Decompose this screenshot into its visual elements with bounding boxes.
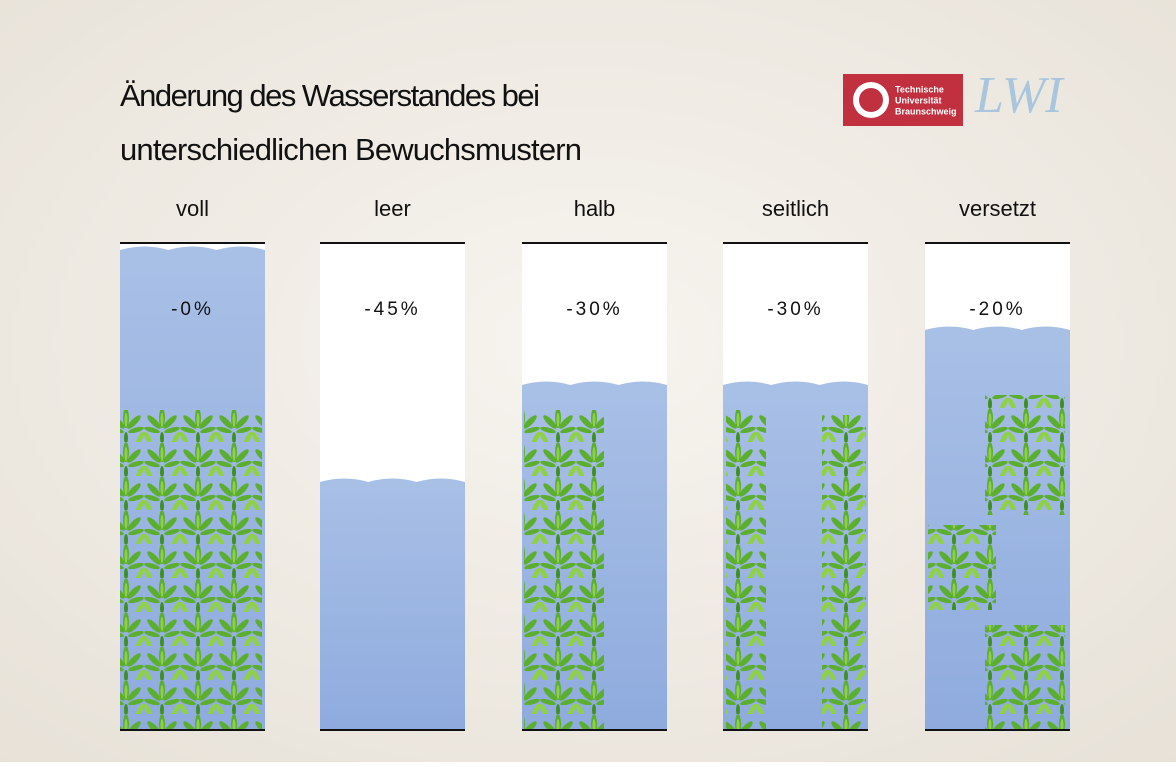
panel-label: halb — [574, 196, 616, 221]
logo-seal-inner — [859, 88, 883, 112]
level-change: -20% — [969, 299, 1025, 320]
vegetation — [120, 410, 262, 730]
vegetation — [822, 415, 866, 730]
vegetation — [928, 525, 996, 610]
panels: voll -0% leer -45% halb -30% seitlich -30% verse… — [120, 196, 1070, 730]
panel-label: voll — [176, 196, 209, 221]
panel: seitlich -30% — [723, 196, 868, 730]
title-line: Änderung des Wasserstandes bei — [120, 78, 540, 113]
slide: Änderung des Wasserstandes bei unterschi… — [0, 0, 1176, 762]
panel: voll -0% — [120, 196, 265, 730]
panel: halb -30% — [522, 196, 667, 730]
title-line: unterschiedlichen Bewuchsmustern — [120, 132, 582, 167]
panel-label: seitlich — [762, 196, 829, 221]
vegetation — [985, 395, 1065, 515]
water — [320, 479, 465, 731]
level-change: -30% — [767, 299, 823, 320]
panel-label: versetzt — [959, 196, 1036, 221]
panel-label: leer — [374, 196, 411, 221]
logo-text: Technische — [895, 84, 944, 94]
vegetation — [726, 410, 766, 730]
vegetation — [524, 410, 604, 730]
page: Änderung des Wasserstandes bei unterschi… — [0, 0, 1176, 762]
level-change: -30% — [566, 299, 622, 320]
logo-text: Braunschweig — [895, 106, 957, 116]
level-change: -45% — [364, 299, 420, 320]
level-change: -0% — [171, 299, 214, 320]
vegetation — [985, 625, 1065, 730]
panel: versetzt -20% — [925, 196, 1070, 730]
panel: leer -45% — [320, 196, 465, 730]
tu-logo: Technische Universität Braunschweig — [843, 74, 963, 126]
lwi-logo: LWI — [974, 67, 1065, 124]
logo-text: Universität — [895, 95, 942, 105]
